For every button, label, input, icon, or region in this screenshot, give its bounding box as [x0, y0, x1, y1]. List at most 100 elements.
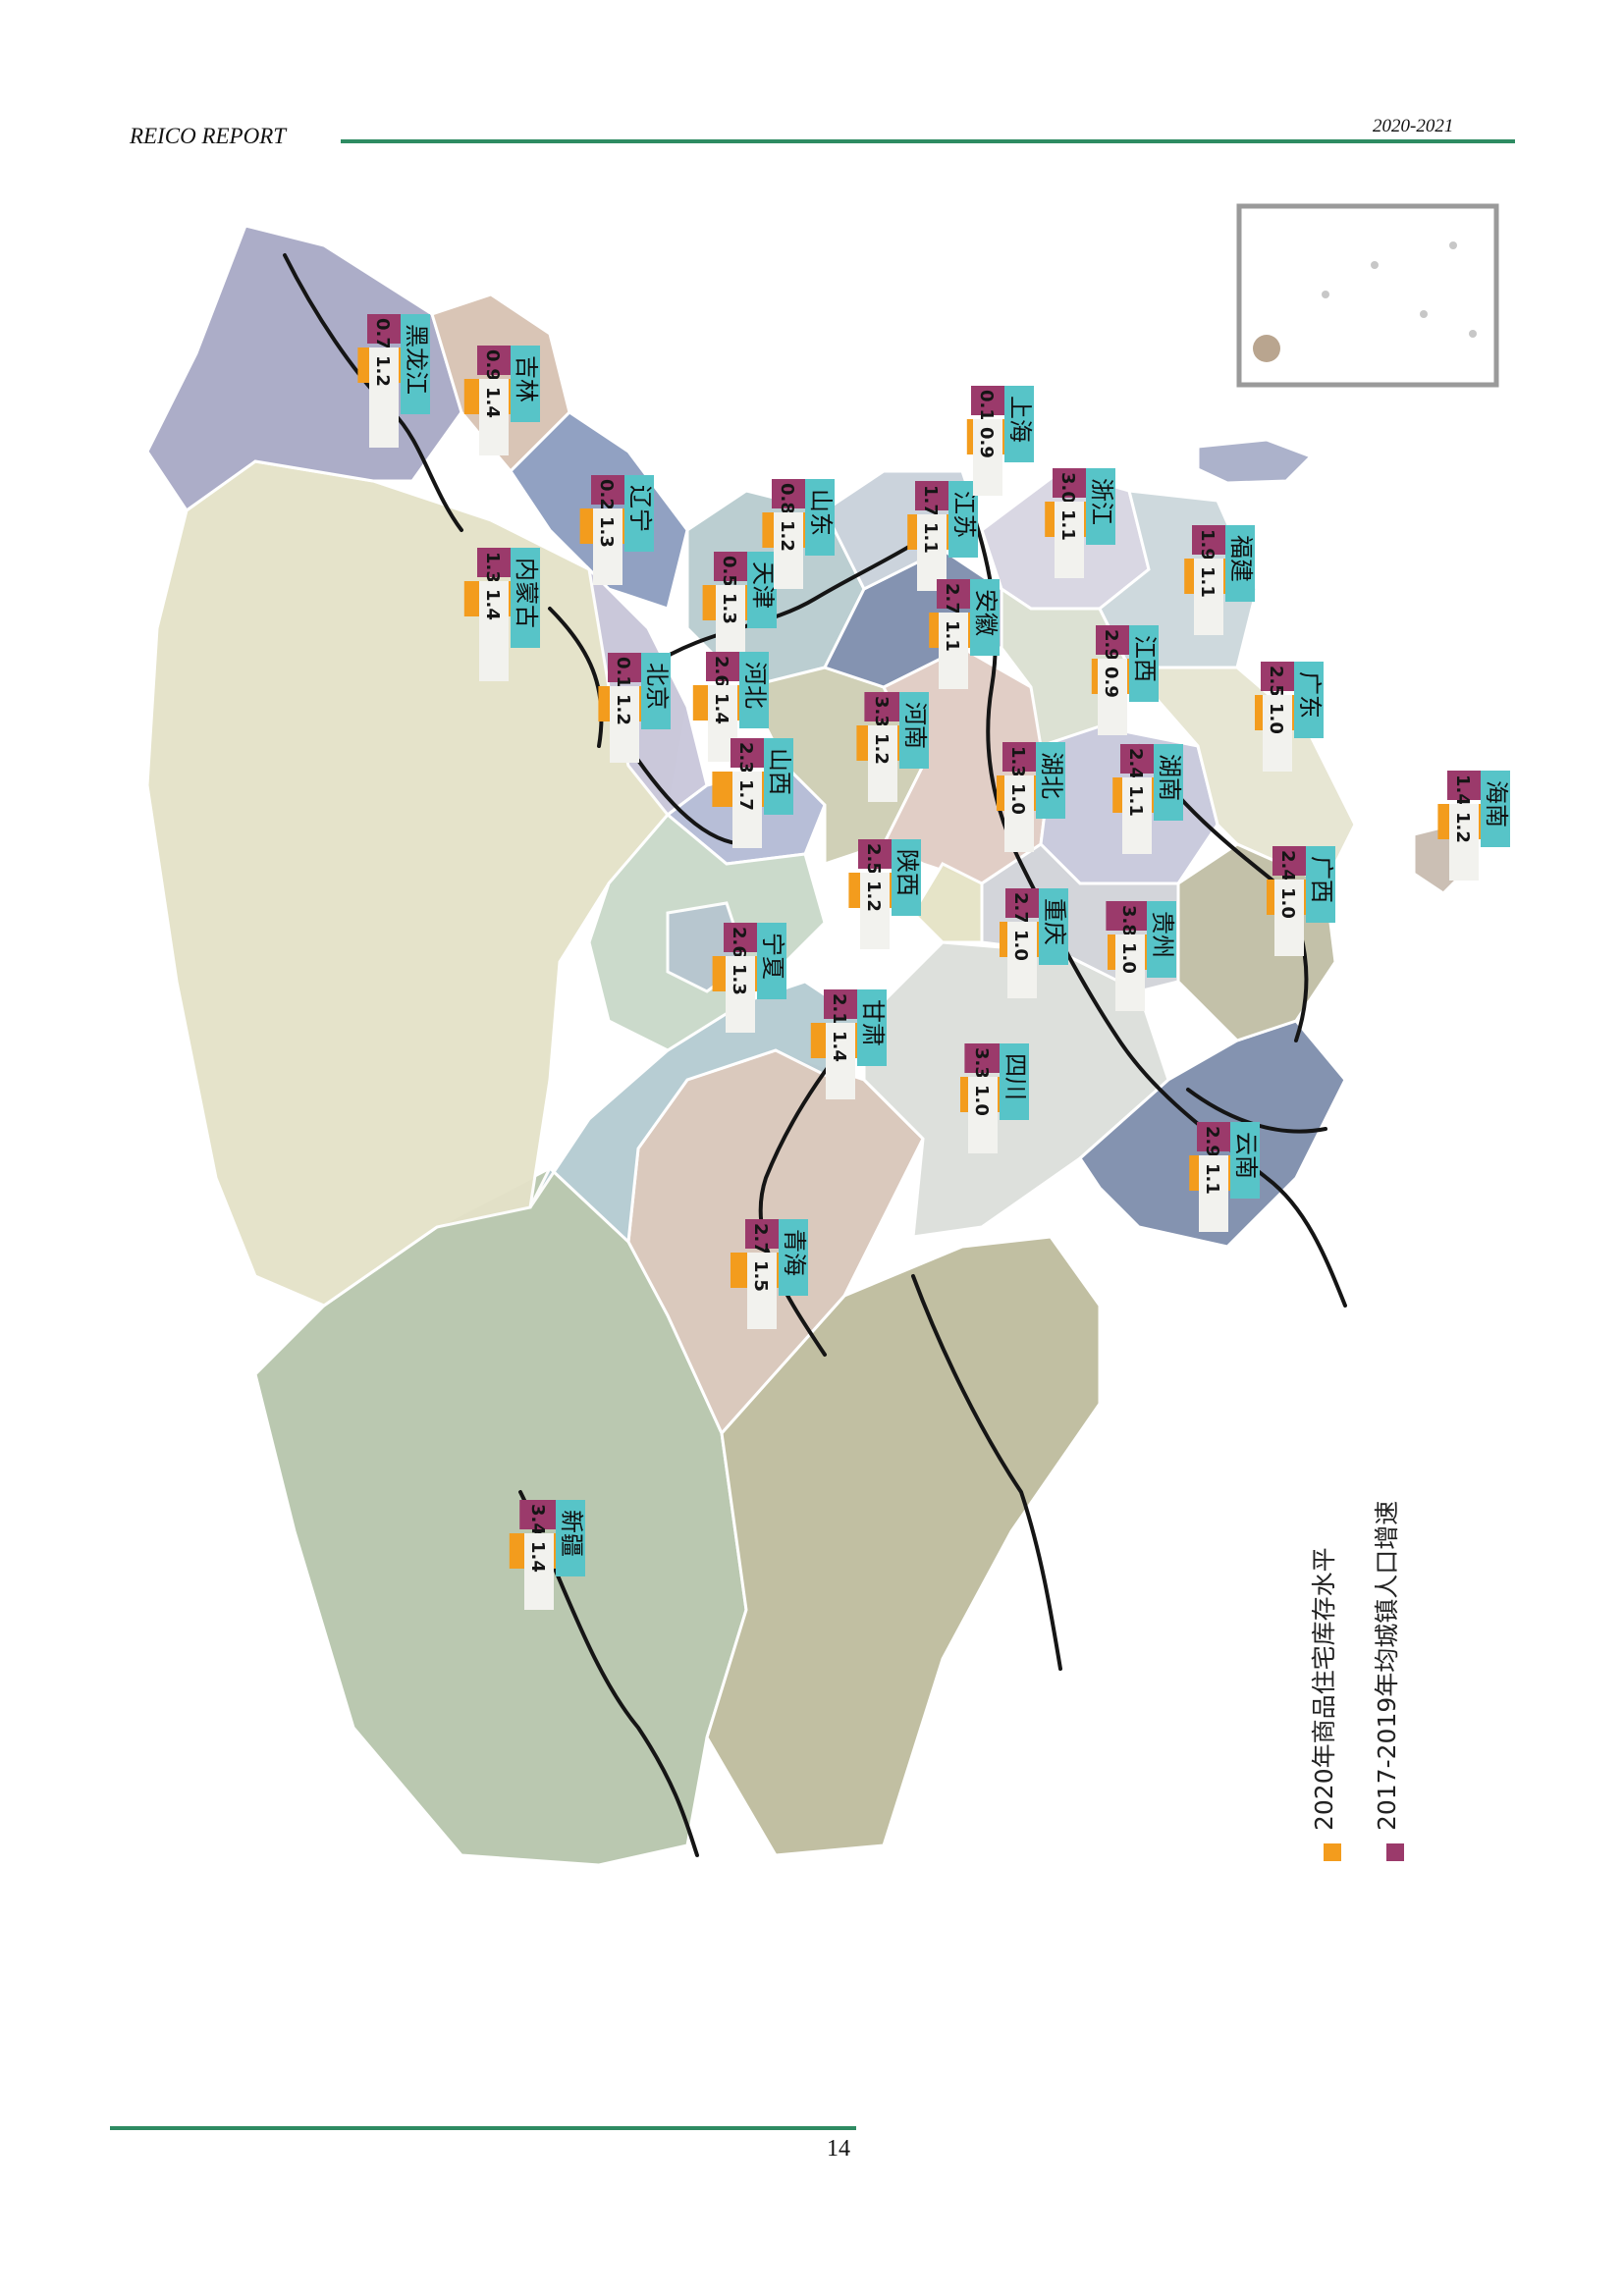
growth-bar-cap [1002, 742, 1036, 772]
province-name: 黑龙江 [403, 324, 430, 395]
growth-bar-cap [608, 653, 641, 682]
report-year: 2020-2021 [1373, 116, 1454, 136]
inventory-value-box [726, 956, 755, 1033]
province-name-box [757, 923, 786, 999]
growth-bar-cap [745, 1219, 779, 1249]
province-8-label: 山东0.8%1.2 [762, 479, 835, 589]
inventory-value: 1.2 [863, 881, 884, 912]
province-name-box [511, 346, 540, 422]
growth-bar-cap [477, 346, 511, 375]
legend-label-inventory: 2020年商品住宅库存水平 [1310, 1547, 1338, 1831]
province-name-box [1039, 888, 1068, 965]
inventory-value: 1.1 [920, 522, 941, 554]
inventory-value-box [860, 873, 890, 949]
inset-island [1253, 335, 1280, 362]
growth-bar-cap [1120, 744, 1154, 774]
inventory-value-box [1007, 922, 1037, 998]
province-name: 浙江 [1088, 478, 1115, 525]
province-name: 宁夏 [759, 933, 786, 980]
legend-swatch-inventory [1324, 1843, 1341, 1861]
province-28-label: 青海2.7%1.5 [731, 1219, 808, 1329]
province-name-box [747, 552, 777, 628]
inventory-value-box [1449, 804, 1479, 881]
province-21-label: 重庆2.7%1.0 [1000, 888, 1068, 998]
inventory-value: 1.1 [1202, 1163, 1222, 1195]
province-name: 重庆 [1041, 898, 1068, 945]
inventory-value-box [774, 512, 803, 589]
growth-bar-cap [591, 475, 624, 505]
province-17-label: 湖南2.4%1.1 [1112, 744, 1183, 854]
inventory-value: 1.2 [613, 694, 633, 725]
growth-bar-cap [706, 652, 739, 681]
province-name-box [401, 314, 430, 414]
growth-bar-cap [866, 692, 899, 721]
inventory-value: 1.1 [942, 620, 962, 652]
inventory-value: 1.0 [1010, 930, 1031, 961]
inventory-value-box [939, 613, 968, 689]
province-20-label: 陕西2.5%1.2 [848, 839, 921, 949]
inventory-value-box [1004, 775, 1034, 852]
province-14-label: 江西2.9%0.9 [1091, 625, 1159, 735]
growth-bar-cap [714, 552, 747, 581]
province-name: 内蒙古 [513, 558, 540, 628]
province-name: 江苏 [950, 491, 978, 538]
province-name: 河南 [901, 702, 929, 749]
inventory-value-box [1194, 559, 1223, 635]
province-name-box [1306, 846, 1335, 923]
inventory-value: 1.3 [729, 964, 749, 995]
inventory-value: 0.9 [976, 427, 997, 458]
inventory-value: 1.2 [871, 733, 892, 765]
footer-rule [110, 2126, 856, 2130]
province-name-box [1230, 1122, 1260, 1199]
province-name: 上海 [1006, 396, 1034, 443]
inventory-value-box [732, 772, 762, 848]
province-name-box [739, 652, 769, 728]
growth-bar-cap [824, 989, 857, 1019]
region-xizang [705, 1235, 1102, 1857]
province-name: 海南 [1483, 780, 1510, 828]
inventory-value: 1.0 [971, 1085, 992, 1116]
inset-island [1449, 241, 1457, 249]
region-neimenggu [145, 459, 689, 1308]
province-name-box [1294, 662, 1324, 738]
inventory-value: 1.5 [750, 1260, 771, 1292]
province-25-label: 甘肃2.1%1.4 [810, 989, 887, 1099]
province-name: 山西 [766, 748, 793, 795]
growth-bar-cap [1005, 888, 1039, 918]
inventory-value-box [747, 1253, 777, 1329]
growth-bar-cap [971, 386, 1004, 415]
province-name-box [857, 989, 887, 1066]
growth-bar-cap [1192, 525, 1225, 555]
growth-bar-cap [858, 839, 892, 869]
growth-bar-cap [367, 314, 401, 344]
inventory-value: 1.4 [711, 693, 731, 724]
province-18-label: 广东2.5%1.0 [1255, 662, 1324, 772]
inset-island [1371, 261, 1379, 269]
growth-bar-cap [1272, 846, 1306, 876]
inventory-value-box [716, 585, 745, 662]
province-name: 河北 [741, 662, 769, 709]
province-name: 广东 [1296, 671, 1324, 719]
inventory-value-box [369, 347, 399, 448]
inset-frame [1236, 203, 1499, 388]
inventory-value-box [1263, 695, 1292, 772]
inventory-value: 0.9 [1101, 667, 1121, 698]
region-taiwan [1196, 438, 1314, 485]
inventory-value: 1.0 [1266, 703, 1286, 734]
province-name-box [511, 548, 540, 648]
inventory-value: 1.1 [1125, 785, 1146, 817]
province-name: 湖北 [1038, 752, 1065, 799]
province-6-label: 河北2.6%1.4 [692, 652, 769, 762]
province-4-label: 天津0.5%1.3 [702, 552, 777, 662]
province-name-box [624, 475, 654, 552]
growth-bar-cap [1261, 662, 1294, 691]
province-22-label: 贵州3.8%1.0 [1106, 901, 1176, 1011]
province-name-box [1147, 901, 1176, 978]
inventory-value: 1.2 [777, 520, 797, 552]
province-name-box [892, 839, 921, 916]
province-name-box [1225, 525, 1255, 602]
